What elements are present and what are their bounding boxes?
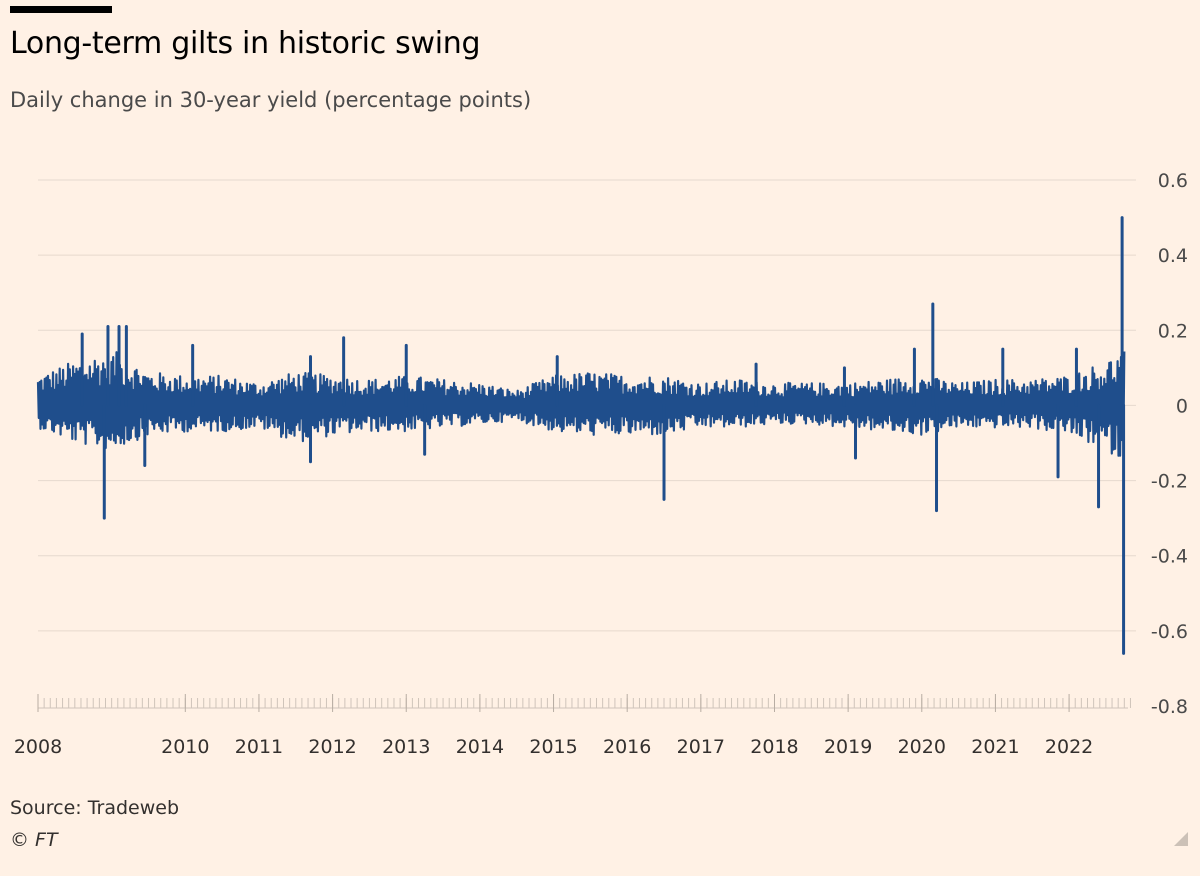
chart-subtitle: Daily change in 30-year yield (percentag… (10, 88, 532, 112)
x-tick-label: 2011 (235, 736, 283, 758)
y-axis: 0.6 0.4 0.2 0 -0.2 -0.4 -0.6 -0.8 (1151, 170, 1188, 718)
x-tick-label: 2019 (824, 736, 872, 758)
x-tick-label: 2018 (750, 736, 798, 758)
x-tick-label: 2021 (971, 736, 1019, 758)
x-tick-label: 2016 (603, 736, 651, 758)
x-tick-label: 2013 (382, 736, 430, 758)
x-tick-label: 2017 (677, 736, 725, 758)
x-tick-label: 2022 (1045, 736, 1093, 758)
x-tick-label: 2015 (529, 736, 577, 758)
series-line (36, 351, 1126, 457)
y-tick-label: -0.4 (1151, 546, 1188, 568)
y-tick-label: -0.8 (1151, 696, 1188, 718)
resize-corner-icon (1174, 832, 1188, 846)
y-tick-label: 0.4 (1158, 245, 1188, 267)
y-tick-label: 0.6 (1158, 170, 1188, 192)
chart-title: Long-term gilts in historic swing (10, 26, 481, 61)
x-tick-label: 2008 (14, 736, 62, 758)
source-note: Source: Tradeweb (10, 797, 180, 819)
y-tick-label: 0.2 (1158, 320, 1188, 342)
y-tick-label: 0 (1176, 395, 1188, 417)
x-tick-label: 2020 (898, 736, 946, 758)
y-tick-label: -0.2 (1151, 471, 1188, 493)
x-tick-label: 2010 (161, 736, 209, 758)
series-line-group (36, 216, 1126, 655)
y-tick-label: -0.6 (1151, 621, 1188, 643)
x-axis: 2008 2010 2011 2012 2013 2014 2015 2016 2017 2018… (14, 694, 1131, 758)
header-rule (10, 6, 112, 13)
copyright-note: © FT (10, 829, 58, 851)
x-tick-label: 2012 (308, 736, 356, 758)
x-tick-label: 2014 (456, 736, 504, 758)
